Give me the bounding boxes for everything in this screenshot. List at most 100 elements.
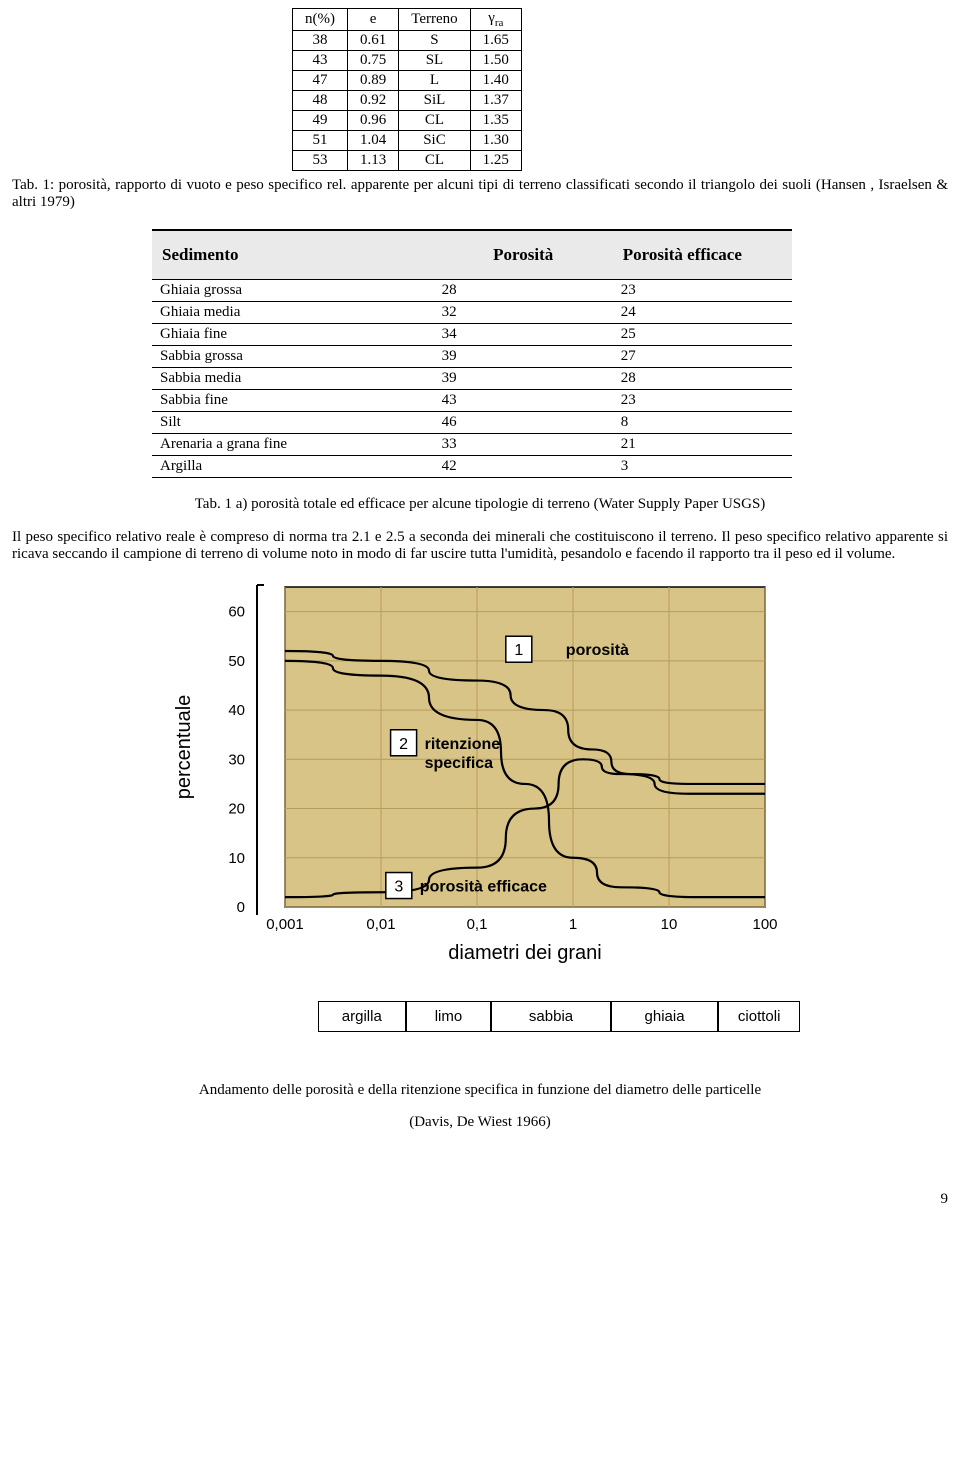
body-text: Il peso specifico relativo reale è compr…	[12, 529, 948, 563]
table-cell: 39	[434, 346, 613, 368]
svg-text:1: 1	[569, 916, 577, 933]
table-porosity: Sedimento Porosità Porosità efficace Ghi…	[152, 229, 792, 478]
svg-text:0: 0	[237, 899, 245, 916]
svg-text:3: 3	[394, 879, 403, 896]
table-cell: 48	[293, 91, 348, 111]
table-row: Argilla423	[152, 456, 792, 478]
table-cell: CL	[399, 151, 470, 171]
table-cell: L	[399, 71, 470, 91]
table-cell: Argilla	[152, 456, 434, 478]
table-cell: 42	[434, 456, 613, 478]
table-cell: 23	[613, 280, 792, 302]
table-cell: 0.96	[348, 111, 399, 131]
table-cell: 32	[434, 302, 613, 324]
svg-text:2: 2	[399, 736, 408, 753]
grain-cell: limo	[406, 1001, 492, 1032]
table-cell: 3	[613, 456, 792, 478]
table-cell: 0.61	[348, 31, 399, 51]
grain-cell: sabbia	[491, 1001, 611, 1032]
table-cell: 1.40	[470, 71, 521, 91]
table-cell: 1.37	[470, 91, 521, 111]
porosity-chart: percentuale01020304050600,0010,010,11101…	[160, 577, 800, 1032]
table-soil-classification: n(%) e Terreno γra 380.61S1.65430.75SL1.…	[292, 8, 522, 171]
page-number: 9	[12, 1191, 948, 1208]
svg-text:0,1: 0,1	[467, 916, 488, 933]
table-cell: Sabbia media	[152, 368, 434, 390]
svg-text:40: 40	[228, 702, 245, 719]
table-cell: 0.75	[348, 51, 399, 71]
table1-header-e: e	[348, 9, 399, 31]
svg-text:ritenzione: ritenzione	[425, 736, 501, 753]
table-cell: Arenaria a grana fine	[152, 434, 434, 456]
table-cell: 1.25	[470, 151, 521, 171]
table-cell: Ghiaia fine	[152, 324, 434, 346]
svg-text:50: 50	[228, 653, 245, 670]
table-row: 490.96CL1.35	[293, 111, 522, 131]
table-cell: 43	[293, 51, 348, 71]
table-row: 430.75SL1.50	[293, 51, 522, 71]
table-cell: 23	[613, 390, 792, 412]
table-cell: SiC	[399, 131, 470, 151]
table-cell: 49	[293, 111, 348, 131]
table-cell: 39	[434, 368, 613, 390]
table-cell: 1.65	[470, 31, 521, 51]
table-cell: 34	[434, 324, 613, 346]
table-cell: 27	[613, 346, 792, 368]
table-row: Sabbia fine4323	[152, 390, 792, 412]
table-cell: Ghiaia media	[152, 302, 434, 324]
table-row: Ghiaia grossa2823	[152, 280, 792, 302]
table-cell: 1.13	[348, 151, 399, 171]
table-cell: SL	[399, 51, 470, 71]
table-cell: 1.35	[470, 111, 521, 131]
table-cell: 43	[434, 390, 613, 412]
table-cell: 1.50	[470, 51, 521, 71]
svg-text:0,001: 0,001	[266, 916, 304, 933]
grain-cell: argilla	[318, 1001, 406, 1032]
table-row: Sabbia media3928	[152, 368, 792, 390]
grain-size-row: argillalimosabbiaghiaiaciottoli	[318, 1001, 800, 1032]
table-cell: 25	[613, 324, 792, 346]
table-cell: CL	[399, 111, 470, 131]
table-cell: Sabbia fine	[152, 390, 434, 412]
table-cell: 0.89	[348, 71, 399, 91]
table-row: 511.04SiC1.30	[293, 131, 522, 151]
table-cell: 47	[293, 71, 348, 91]
table-cell: 33	[434, 434, 613, 456]
table2-header-porosita-eff: Porosità efficace	[613, 230, 792, 280]
table-row: Sabbia grossa3927	[152, 346, 792, 368]
svg-text:60: 60	[228, 604, 245, 621]
svg-text:0,01: 0,01	[366, 916, 395, 933]
table-cell: 51	[293, 131, 348, 151]
table-cell: 53	[293, 151, 348, 171]
svg-text:10: 10	[661, 916, 678, 933]
table-cell: S	[399, 31, 470, 51]
table1-header-terreno: Terreno	[399, 9, 470, 31]
table-row: Arenaria a grana fine3321	[152, 434, 792, 456]
table-row: Ghiaia media3224	[152, 302, 792, 324]
svg-text:porosità: porosità	[566, 642, 629, 659]
table-cell: 8	[613, 412, 792, 434]
chart-svg: percentuale01020304050600,0010,010,11101…	[160, 577, 800, 987]
svg-text:100: 100	[752, 916, 777, 933]
table-cell: Ghiaia grossa	[152, 280, 434, 302]
table2-caption: Tab. 1 a) porosità totale ed efficace pe…	[12, 496, 948, 513]
svg-text:10: 10	[228, 850, 245, 867]
table-cell: SiL	[399, 91, 470, 111]
table-cell: 28	[613, 368, 792, 390]
table-cell: 38	[293, 31, 348, 51]
table-cell: Silt	[152, 412, 434, 434]
chart-caption-source: (Davis, De Wiest 1966)	[12, 1114, 948, 1131]
table-row: Silt468	[152, 412, 792, 434]
table-cell: 21	[613, 434, 792, 456]
svg-text:30: 30	[228, 751, 245, 768]
svg-text:1: 1	[514, 642, 523, 659]
table-row: 380.61S1.65	[293, 31, 522, 51]
table-row: 470.89L1.40	[293, 71, 522, 91]
table1-header-n: n(%)	[293, 9, 348, 31]
table-cell: 0.92	[348, 91, 399, 111]
table-cell: 46	[434, 412, 613, 434]
svg-text:specifica: specifica	[425, 755, 494, 772]
table-cell: 1.30	[470, 131, 521, 151]
chart-caption: Andamento delle porosità e della ritenzi…	[12, 1082, 948, 1099]
table-cell: 1.04	[348, 131, 399, 151]
